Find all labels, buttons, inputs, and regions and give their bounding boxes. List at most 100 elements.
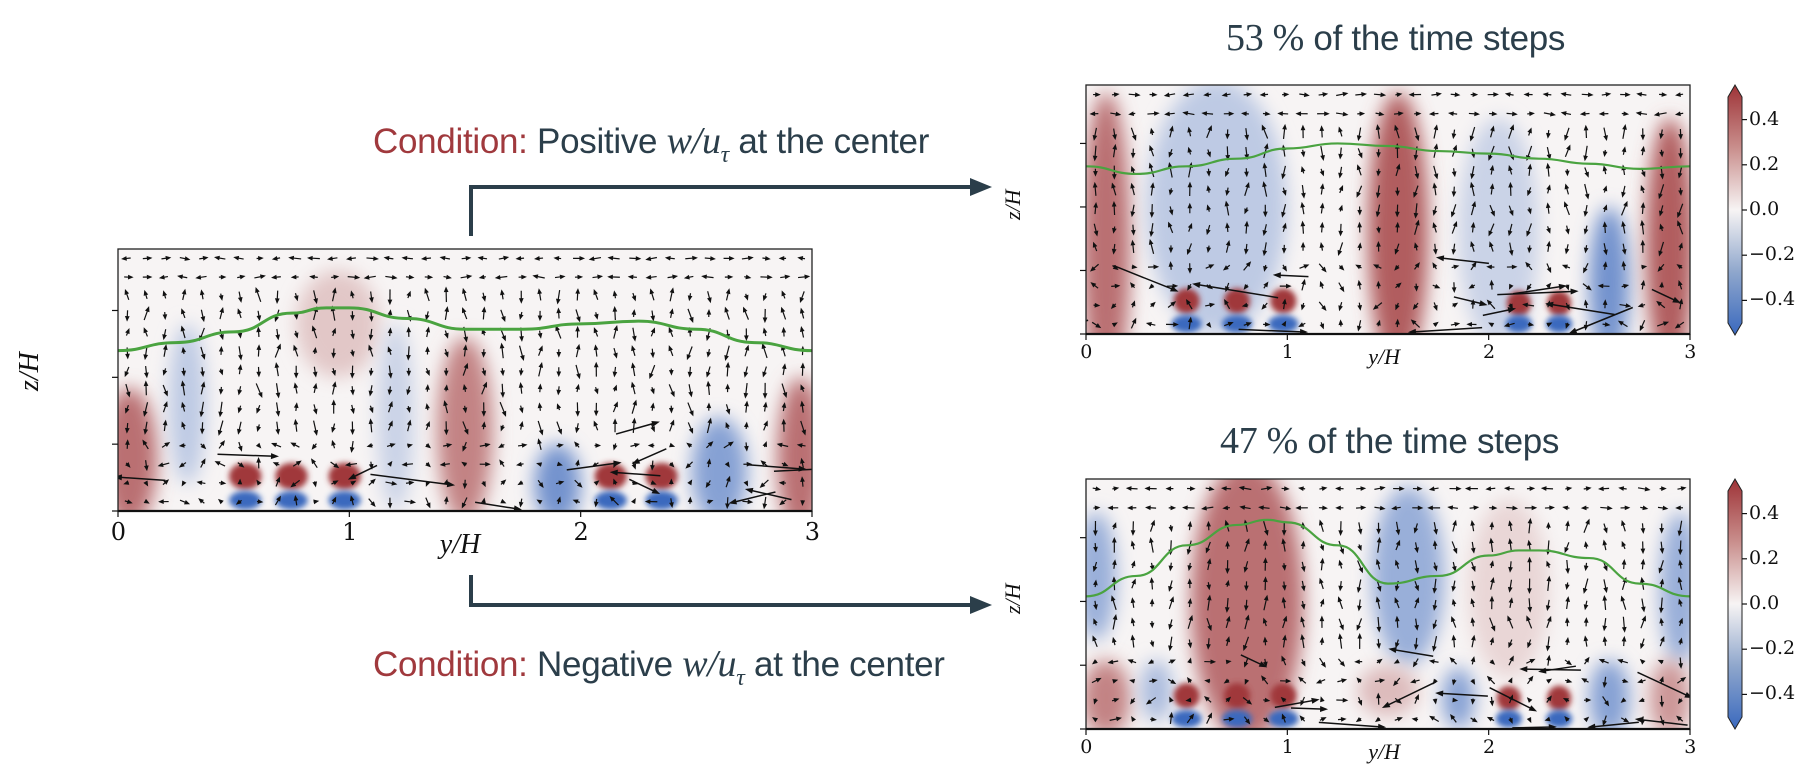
x-tick-label: 3 — [1684, 341, 1697, 363]
colorbar-tick-label: −0.2 — [1749, 637, 1796, 660]
positive-contour-blob — [594, 462, 627, 490]
positive-contour-blob — [1645, 118, 1690, 334]
isoline-curve — [118, 306, 812, 353]
percentage: 53 % — [1226, 17, 1304, 59]
colorbar-tick-label: −0.4 — [1749, 288, 1796, 311]
positive-contour-blob — [437, 337, 493, 511]
arrowhead-right-icon — [970, 596, 992, 614]
bottom-plot-title: 47 % of the time steps — [1220, 419, 1559, 463]
negative-contour-blob — [1146, 85, 1288, 334]
negative-contour-blob — [1589, 660, 1630, 729]
negative-contour-blob — [645, 490, 678, 510]
quiver-vectors — [1086, 91, 1685, 334]
positive-contour-blob — [118, 388, 158, 511]
x-tick-label: 1 — [1281, 736, 1294, 758]
x-tick-label: 3 — [804, 518, 821, 546]
condition-label: Condition: — [373, 645, 528, 684]
condition-text: Negative — [537, 645, 673, 684]
colorbar-tick-label: 0.0 — [1749, 592, 1780, 614]
top-plot-title: 53 % of the time steps — [1226, 16, 1565, 60]
negative-contour-blob — [1442, 667, 1475, 729]
title-text: of the time steps — [1307, 422, 1560, 461]
condition-positive-caption: Condition: Positive w/uτ at the center — [373, 119, 929, 169]
negative-contour-blob — [275, 490, 308, 510]
colorbar-tick-label: −0.2 — [1749, 243, 1796, 266]
condition-text: Positive — [537, 122, 658, 161]
x-tick-label: 2 — [1482, 341, 1496, 363]
isoline-curve — [1086, 518, 1690, 598]
positive-contour-blob — [1649, 660, 1690, 729]
negative-contour-blob — [1171, 314, 1202, 333]
positive-contour-blob — [1270, 288, 1297, 314]
quiver-vectors — [118, 255, 812, 511]
positive-contour-blob — [229, 462, 262, 490]
negative-contour-blob — [1546, 314, 1573, 333]
condition-math: w/u — [666, 120, 721, 162]
colorbar-tick-label: 0.2 — [1749, 152, 1780, 175]
contour-field — [1086, 85, 1690, 334]
x-axis-label: y/H — [439, 529, 481, 560]
negative-contour-blob — [1458, 118, 1539, 334]
positive-contour-blob — [1547, 685, 1572, 712]
isoline-curve — [1086, 142, 1690, 176]
contour-field — [1086, 479, 1690, 729]
negative-contour-blob — [1589, 206, 1630, 334]
negative-contour-blob — [1140, 660, 1173, 722]
colorbar-tick-label: 0.4 — [1749, 107, 1780, 130]
positive-contour-blob — [1086, 92, 1131, 334]
title-text: of the time steps — [1313, 19, 1566, 58]
arrow-to-negative — [469, 575, 972, 607]
x-axis-label: y/H — [1368, 739, 1400, 764]
x-tick-label: 1 — [342, 518, 358, 546]
positive-contour-blob — [1086, 660, 1131, 729]
positive-contour-blob — [1223, 683, 1251, 709]
x-tick-label: 0 — [1080, 736, 1093, 758]
positive-contour-blob — [1223, 288, 1251, 314]
quiver-vectors — [1091, 485, 1690, 729]
condition-math-subscript: τ — [720, 142, 730, 168]
negative-contour-blob — [1086, 512, 1117, 640]
positive-contour-blob — [275, 462, 308, 490]
x-tick-label: 1 — [1281, 341, 1294, 363]
condition-suffix: at the center — [738, 122, 930, 161]
arrowhead-right-icon — [970, 178, 992, 196]
x-axis-label: y/H — [1368, 344, 1400, 369]
negative-contour-blob — [1221, 709, 1253, 728]
percentage: 47 % — [1220, 420, 1298, 462]
positive-contour-blob — [1173, 683, 1200, 709]
negative-contour-blob — [594, 490, 627, 510]
condition-negative-caption: Condition: Negative w/uτ at the center — [373, 642, 945, 692]
negative-contour-blob — [229, 490, 262, 510]
colorbar-tick-label: 0.4 — [1749, 501, 1780, 524]
colorbar-tick-label: 0.0 — [1749, 198, 1780, 220]
condition-suffix: at the center — [753, 645, 945, 684]
colorbar — [1727, 478, 1743, 730]
contour-field — [118, 249, 812, 511]
x-tick-label: 3 — [1684, 736, 1697, 758]
negative-contour-blob — [1495, 709, 1522, 728]
negative-contour-blob — [691, 417, 748, 511]
condition-label: Condition: — [373, 122, 528, 161]
negative-contour-blob — [1546, 709, 1573, 728]
x-tick-label: 2 — [1482, 736, 1496, 758]
arrow-to-positive — [469, 185, 972, 236]
positive-contour-blob — [1190, 479, 1304, 729]
negative-contour-blob — [534, 444, 581, 511]
positive-contour-blob — [1547, 290, 1572, 317]
condition-math: w/u — [682, 643, 737, 685]
positive-contour-blob — [296, 270, 380, 378]
condition-math-subscript: τ — [736, 665, 745, 691]
y-axis-label: z/H — [1000, 583, 1025, 615]
negative-contour-blob — [168, 323, 206, 485]
positive-contour-blob — [1496, 685, 1521, 712]
x-tick-label: 0 — [110, 518, 127, 546]
colorbar — [1727, 84, 1743, 336]
x-tick-label: 0 — [1080, 341, 1093, 363]
positive-contour-blob — [1357, 665, 1419, 717]
negative-contour-blob — [1505, 314, 1532, 333]
colorbar-tick-label: 0.2 — [1749, 546, 1780, 569]
